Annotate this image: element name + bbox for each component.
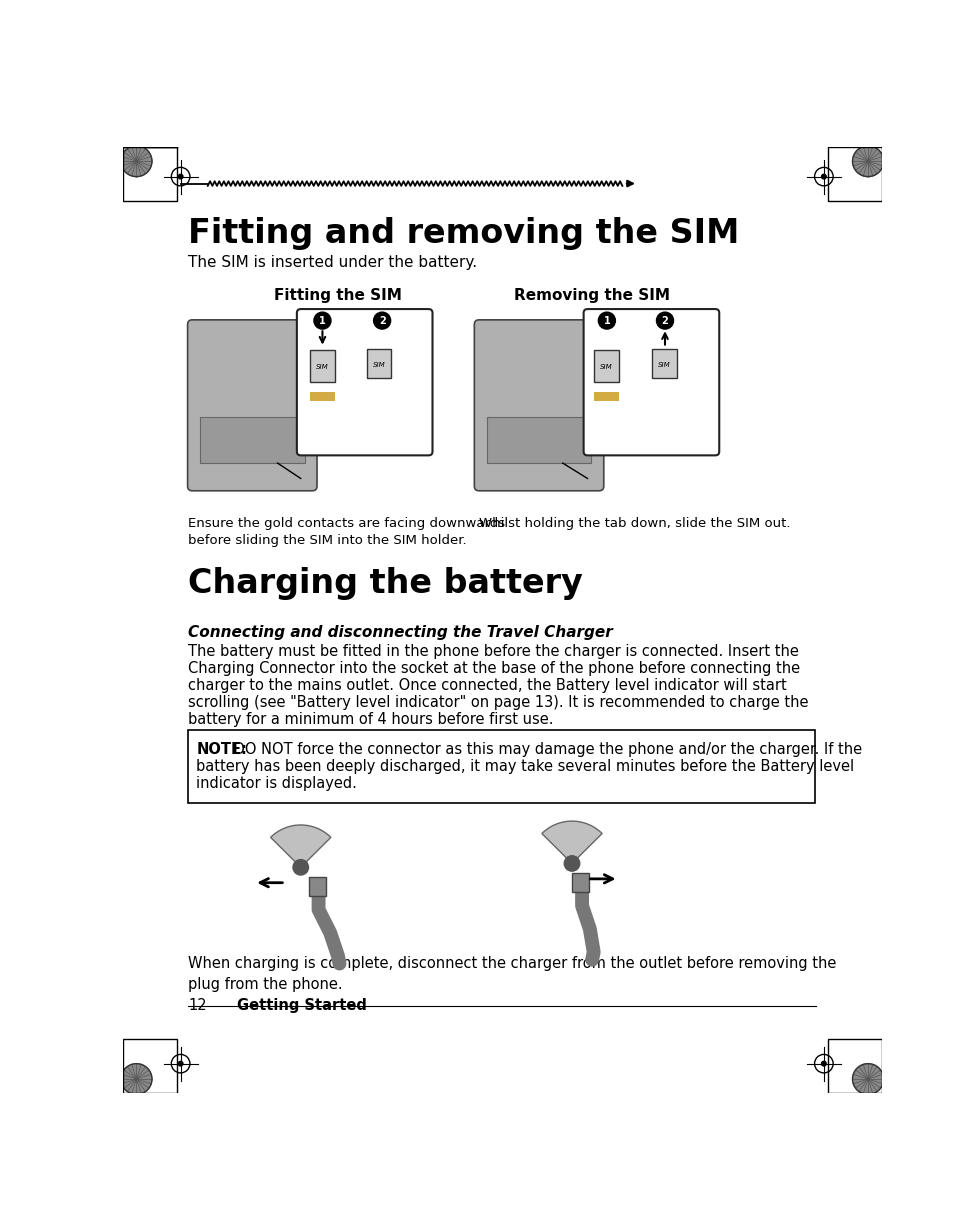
Bar: [828, 147, 882, 201]
Text: Getting Started: Getting Started: [237, 998, 368, 1013]
Circle shape: [657, 312, 673, 329]
FancyBboxPatch shape: [297, 309, 432, 456]
FancyBboxPatch shape: [584, 309, 719, 456]
Wedge shape: [270, 825, 331, 867]
Text: scrolling (see "Battery level indicator" on page 13). It is recommended to charg: scrolling (see "Battery level indicator"…: [188, 695, 808, 710]
Text: 12: 12: [188, 998, 207, 1013]
Text: charger to the mains outlet. Once connected, the Battery level indicator will st: charger to the mains outlet. Once connec…: [188, 678, 787, 693]
Circle shape: [178, 1061, 183, 1066]
Text: Charging the battery: Charging the battery: [188, 567, 583, 600]
Text: The battery must be fitted in the phone before the charger is connected. Insert : The battery must be fitted in the phone …: [188, 643, 800, 659]
Text: indicator is displayed.: indicator is displayed.: [196, 776, 357, 791]
Text: 1: 1: [319, 316, 325, 325]
Bar: [652, 349, 676, 378]
Wedge shape: [542, 822, 602, 863]
Text: The SIM is inserted under the battery.: The SIM is inserted under the battery.: [188, 255, 477, 270]
Text: battery has been deeply discharged, it may take several minutes before the Batte: battery has been deeply discharged, it m…: [196, 759, 855, 774]
Bar: [122, 1039, 176, 1093]
Bar: [828, 1039, 882, 1093]
Text: 1: 1: [604, 316, 611, 325]
Text: When charging is complete, disconnect the charger from the outlet before removin: When charging is complete, disconnect th…: [188, 955, 837, 992]
Circle shape: [821, 1061, 826, 1066]
Text: SIM: SIM: [317, 365, 328, 370]
Bar: [188, 731, 814, 803]
Text: 2: 2: [662, 316, 668, 325]
Text: Charging Connector into the socket at the base of the phone before connecting th: Charging Connector into the socket at th…: [188, 661, 801, 675]
Text: Fitting the SIM: Fitting the SIM: [273, 289, 402, 303]
Bar: [594, 350, 618, 382]
Bar: [310, 350, 335, 382]
Bar: [200, 416, 305, 463]
Text: 2: 2: [378, 316, 385, 325]
Bar: [487, 416, 591, 463]
Circle shape: [853, 146, 884, 177]
Circle shape: [293, 860, 309, 876]
Circle shape: [821, 174, 826, 179]
Circle shape: [853, 1063, 884, 1094]
FancyBboxPatch shape: [187, 319, 317, 491]
FancyBboxPatch shape: [474, 319, 604, 491]
Text: SIM: SIM: [658, 362, 670, 368]
Circle shape: [314, 312, 331, 329]
Text: SIM: SIM: [600, 365, 612, 370]
Circle shape: [373, 312, 391, 329]
Text: Connecting and disconnecting the Travel Charger: Connecting and disconnecting the Travel …: [188, 625, 613, 640]
Circle shape: [599, 312, 615, 329]
Bar: [309, 877, 325, 895]
Circle shape: [121, 146, 152, 177]
Bar: [572, 873, 589, 892]
Bar: [122, 147, 176, 201]
Circle shape: [178, 174, 183, 179]
Text: DO NOT force the connector as this may damage the phone and/or the charger. If t: DO NOT force the connector as this may d…: [229, 742, 862, 756]
Text: SIM: SIM: [372, 362, 385, 368]
Bar: [367, 349, 391, 378]
Bar: [594, 392, 618, 402]
Text: Fitting and removing the SIM: Fitting and removing the SIM: [188, 216, 740, 249]
Circle shape: [121, 1063, 152, 1094]
Bar: [310, 392, 335, 402]
Text: Removing the SIM: Removing the SIM: [514, 289, 670, 303]
Text: Ensure the gold contacts are facing downwards
before sliding the SIM into the SI: Ensure the gold contacts are facing down…: [188, 517, 506, 546]
Text: Whilst holding the tab down, slide the SIM out.: Whilst holding the tab down, slide the S…: [479, 517, 791, 530]
Text: NOTE:: NOTE:: [196, 742, 247, 756]
Text: battery for a minimum of 4 hours before first use.: battery for a minimum of 4 hours before …: [188, 712, 554, 727]
Circle shape: [564, 856, 580, 871]
